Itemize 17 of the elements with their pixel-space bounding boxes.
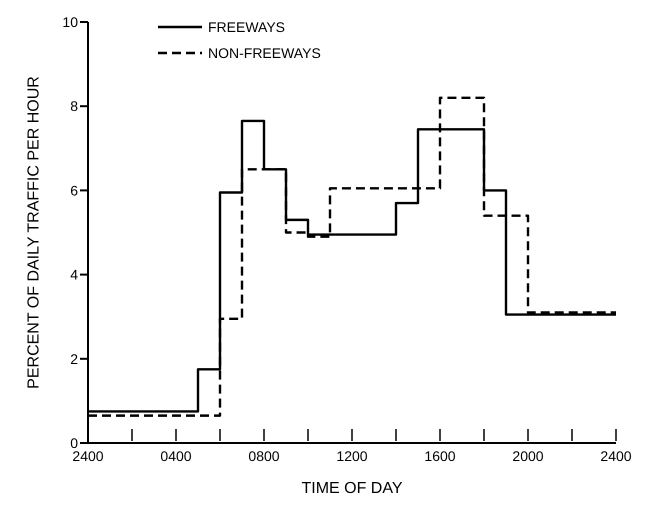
x-tick-label: 2400: [600, 448, 632, 464]
legend-label: FREEWAYS: [208, 19, 286, 35]
y-tick-label: 0: [70, 434, 78, 451]
y-tick-label: 8: [70, 98, 78, 114]
y-tick-label: 10: [62, 14, 78, 30]
y-tick-label: 6: [70, 182, 78, 198]
y-tick-label: 4: [70, 266, 78, 283]
x-axis-title: TIME OF DAY: [301, 480, 403, 497]
x-tick-label: 1200: [336, 448, 368, 464]
x-tick-label: 1600: [424, 448, 456, 464]
x-tick-label: 0400: [160, 448, 192, 464]
x-tick-label: 2000: [512, 448, 544, 464]
y-axis-title: PERCENT OF DAILY TRAFFIC PER HOUR: [26, 76, 43, 389]
y-tick-label: 2: [70, 350, 78, 367]
x-tick-label: 2400: [72, 448, 104, 464]
legend-label: NON-FREEWAYS: [208, 45, 321, 61]
x-tick-label: 0800: [248, 448, 280, 464]
